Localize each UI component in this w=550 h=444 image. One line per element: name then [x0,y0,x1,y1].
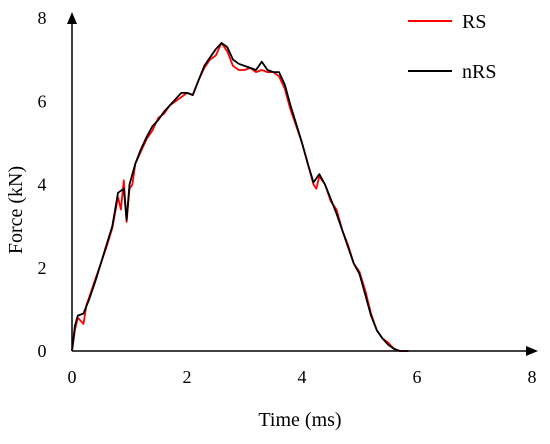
series-lines [71,42,409,352]
y-tick-label: 4 [38,175,47,195]
legend-label-nrs: nRS [462,61,496,83]
legend: RS nRS [408,11,496,83]
y-tick-label: 2 [38,258,47,278]
x-tick-label: 2 [183,367,192,387]
x-tick-label: 0 [68,367,77,387]
series-line-nrs [71,42,409,352]
y-tick-label: 0 [38,341,47,361]
x-axis-arrow [526,346,538,356]
y-tick-label: 8 [38,8,47,28]
axes: 0 2 4 6 8 0 2 4 6 8 [38,8,538,387]
y-tick-label: 6 [38,91,47,111]
x-tick-label: 8 [528,367,537,387]
y-axis-arrow [67,12,77,24]
x-tick-label: 4 [298,367,307,387]
x-tick-label: 6 [413,367,422,387]
legend-label-rs: RS [462,11,486,33]
y-axis-label: Force (kN) [5,166,27,254]
x-axis-label: Time (ms) [258,409,341,431]
series-line-rs [71,42,409,352]
